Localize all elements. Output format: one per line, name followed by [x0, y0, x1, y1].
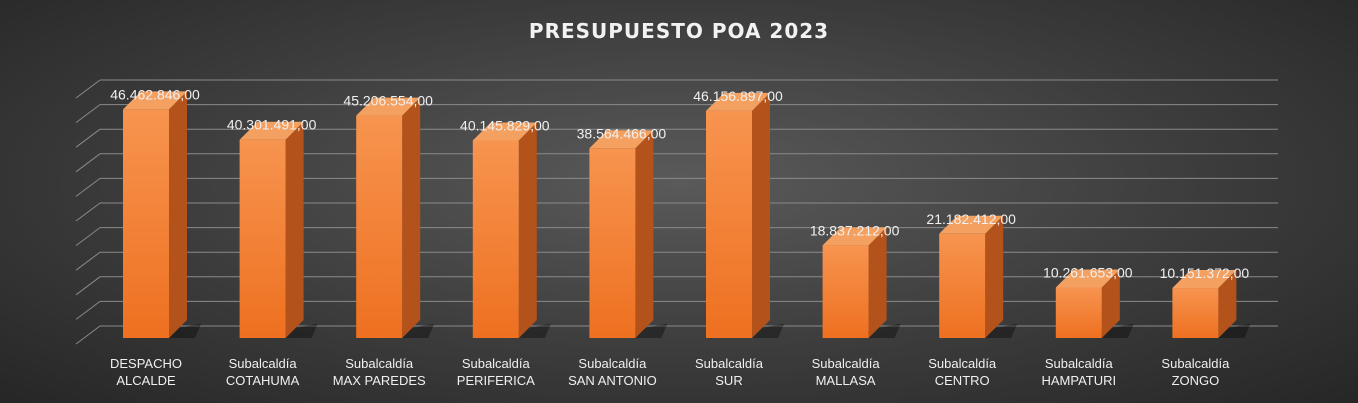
bar-top — [1172, 270, 1237, 289]
bar — [1172, 270, 1251, 338]
tick-label-line: PERIFERICA — [457, 373, 535, 388]
bar-side — [1101, 269, 1120, 338]
bar-front — [239, 139, 286, 338]
tick-label-line: Subalcaldía — [928, 356, 997, 371]
tick-label-line: CENTRO — [935, 373, 990, 388]
bar-side — [285, 121, 304, 338]
gridline — [75, 104, 1278, 123]
bar-top — [939, 215, 1004, 234]
bar — [239, 121, 318, 338]
tick-label-line: HAMPATURI — [1041, 373, 1116, 388]
tick-label-line: MAX PAREDES — [333, 373, 426, 388]
bar-side — [402, 97, 421, 338]
tick-label: Subalcaldía COTAHUMA — [226, 356, 300, 388]
data-label: 45.206.554,00 — [343, 93, 433, 109]
data-labels: 46.462.846,00 40.301.491,00 45.206.554,00 4… — [110, 86, 1249, 281]
tick-label-line: Subalcaldía — [229, 356, 298, 371]
data-label: 21.182.412,00 — [926, 211, 1016, 227]
gridline — [75, 79, 1278, 99]
tick-label-line: Subalcaldía — [695, 356, 764, 371]
bar-front — [123, 109, 169, 338]
tick-label-line: COTAHUMA — [226, 373, 300, 388]
bar-side — [752, 92, 770, 338]
bar — [472, 122, 551, 339]
bar-side — [1218, 270, 1237, 338]
bar-front — [1055, 287, 1102, 338]
bar — [706, 92, 784, 338]
bar-top — [356, 97, 421, 116]
tick-label: Subalcaldía SAN ANTONIO — [568, 356, 657, 388]
tick-label: DESPACHO ALCALDE — [110, 356, 182, 388]
tick-label: Subalcaldía CENTRO — [928, 356, 997, 388]
bar-side — [169, 91, 187, 338]
bar-front — [706, 110, 752, 338]
tick-label-line: DESPACHO — [110, 356, 182, 371]
tick-label-line: ALCALDE — [116, 373, 176, 388]
bar-front — [589, 148, 636, 338]
tick-label-line: Subalcaldía — [462, 356, 531, 371]
tick-label-line: Subalcaldía — [578, 356, 647, 371]
bar-front — [822, 245, 869, 338]
bars — [123, 91, 1251, 339]
bar — [822, 227, 901, 338]
bar-side — [868, 227, 887, 338]
bar — [939, 215, 1018, 338]
data-label: 46.462.846,00 — [110, 86, 200, 102]
bar-side — [635, 130, 654, 338]
tick-label: Subalcaldía PERIFERICA — [457, 356, 535, 388]
data-label: 40.301.491,00 — [227, 117, 317, 133]
tick-label-line: SAN ANTONIO — [568, 373, 657, 388]
bar-top — [706, 92, 770, 111]
data-label: 18.837.212,00 — [810, 222, 900, 238]
tick-label: Subalcaldía ZONGO — [1161, 356, 1230, 388]
tick-label: Subalcaldía MALLASA — [812, 356, 881, 388]
data-label: 40.145.829,00 — [460, 117, 550, 133]
data-label: 38.564.466,00 — [577, 125, 667, 141]
chart-title: PRESUPUESTO POA 2023 — [529, 19, 829, 43]
bar-top — [1055, 269, 1120, 288]
tick-label-line: Subalcaldía — [1045, 356, 1114, 371]
bar-front — [939, 233, 986, 338]
tick-label-line: SUR — [715, 373, 742, 388]
tick-label-line: Subalcaldía — [1161, 356, 1230, 371]
bar-top — [589, 130, 654, 149]
bar-top — [822, 227, 887, 246]
bar-front — [472, 140, 519, 338]
bar-front — [1172, 288, 1219, 338]
bar — [589, 130, 668, 338]
bar-side — [518, 122, 537, 339]
bar-top — [123, 91, 187, 110]
tick-label-line: ZONGO — [1172, 373, 1220, 388]
tick-label: Subalcaldía HAMPATURI — [1041, 356, 1116, 388]
bar-front — [356, 115, 403, 338]
tick-label: Subalcaldía SUR — [695, 356, 764, 388]
bar — [356, 97, 435, 338]
bar-side — [985, 215, 1004, 338]
tick-label-line: Subalcaldía — [812, 356, 881, 371]
bar — [123, 91, 201, 338]
tick-label-line: MALLASA — [816, 373, 876, 388]
tick-label-line: Subalcaldía — [345, 356, 414, 371]
bar-top — [472, 122, 537, 141]
data-label: 10.151.372,00 — [1160, 265, 1250, 281]
data-label: 10.261.653,00 — [1043, 265, 1133, 281]
bar-top — [239, 121, 304, 140]
bar — [1055, 269, 1134, 338]
data-label: 46.156.897,00 — [693, 88, 783, 104]
category-tick-labels: DESPACHOALCALDESubalcaldíaCOTAHUMASubalc… — [110, 356, 1230, 388]
tick-label: Subalcaldía MAX PAREDES — [333, 356, 426, 388]
